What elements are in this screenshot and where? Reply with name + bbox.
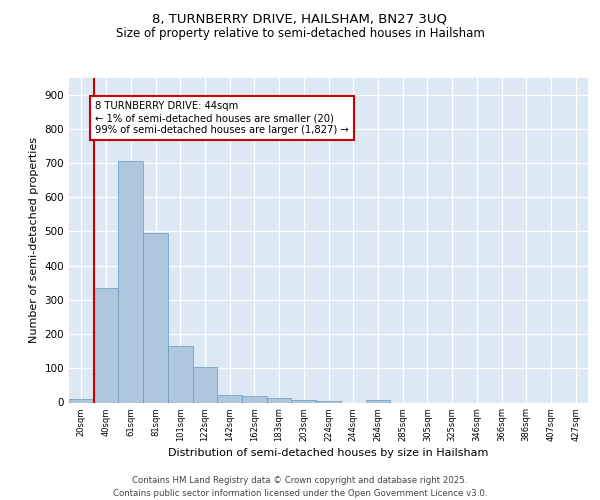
Bar — [267, 398, 292, 402]
Bar — [69, 399, 94, 402]
X-axis label: Distribution of semi-detached houses by size in Hailsham: Distribution of semi-detached houses by … — [169, 448, 488, 458]
Bar — [118, 162, 143, 402]
Bar — [94, 288, 118, 403]
Y-axis label: Number of semi-detached properties: Number of semi-detached properties — [29, 137, 39, 343]
Bar — [316, 401, 341, 402]
Bar — [168, 346, 193, 403]
Bar — [242, 396, 267, 402]
Bar — [292, 400, 316, 402]
Bar — [217, 395, 242, 402]
Bar — [143, 233, 168, 402]
Text: 8 TURNBERRY DRIVE: 44sqm
← 1% of semi-detached houses are smaller (20)
99% of se: 8 TURNBERRY DRIVE: 44sqm ← 1% of semi-de… — [95, 102, 349, 134]
Text: Contains HM Land Registry data © Crown copyright and database right 2025.
Contai: Contains HM Land Registry data © Crown c… — [113, 476, 487, 498]
Bar — [193, 368, 217, 402]
Text: 8, TURNBERRY DRIVE, HAILSHAM, BN27 3UQ: 8, TURNBERRY DRIVE, HAILSHAM, BN27 3UQ — [152, 12, 448, 26]
Text: Size of property relative to semi-detached houses in Hailsham: Size of property relative to semi-detach… — [116, 28, 484, 40]
Bar — [365, 400, 390, 402]
